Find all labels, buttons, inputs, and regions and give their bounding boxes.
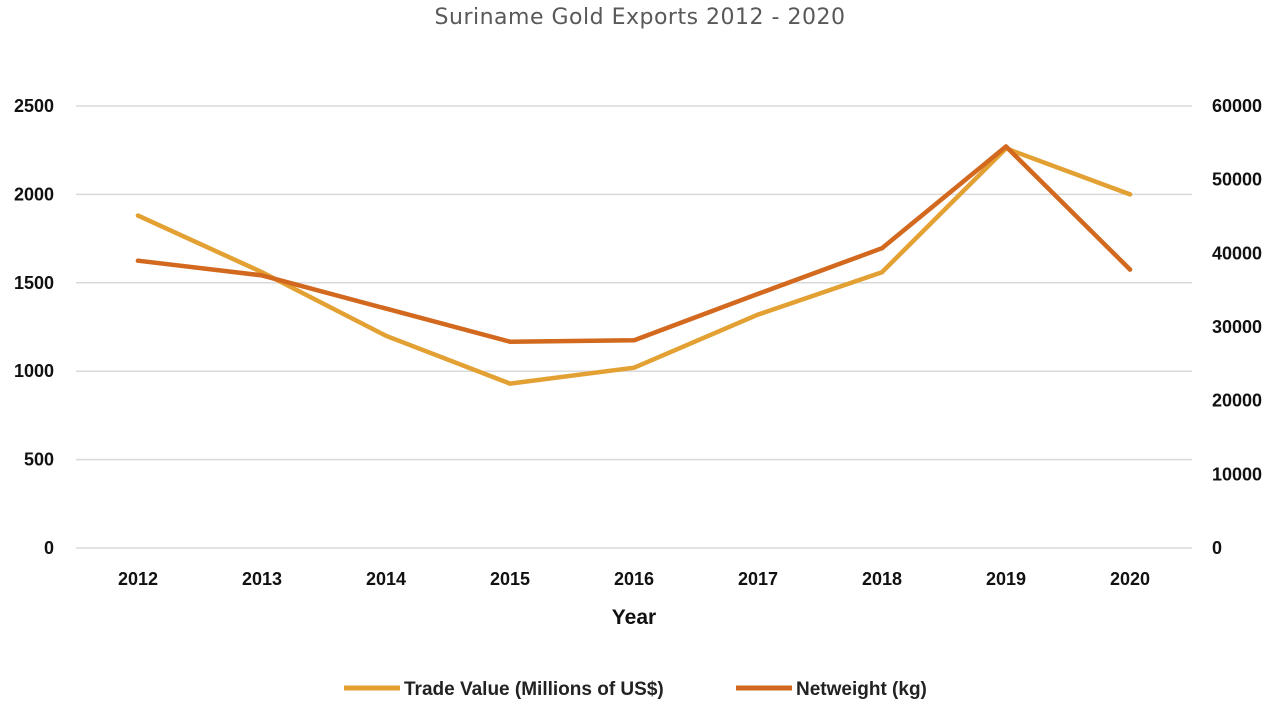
- x-tick-label: 2019: [986, 569, 1026, 589]
- x-tick-label: 2020: [1110, 569, 1150, 589]
- left-tick-label: 1000: [14, 361, 54, 381]
- right-tick-label: 50000: [1212, 170, 1262, 190]
- data-point: [1003, 144, 1009, 149]
- x-tick-label: 2018: [862, 569, 902, 589]
- series-line-1: [135, 146, 1133, 386]
- chart-title: Suriname Gold Exports 2012 - 2020: [435, 5, 846, 30]
- series: [135, 144, 1133, 386]
- x-axis-title: Year: [612, 606, 656, 629]
- x-tick-label: 2012: [118, 569, 158, 589]
- legend-label: Trade Value (Millions of US$): [404, 679, 664, 700]
- left-tick-label: 0: [44, 538, 54, 558]
- data-point: [879, 269, 885, 275]
- data-point: [755, 291, 761, 297]
- legend: Trade Value (Millions of US$) Netweight (…: [344, 679, 927, 700]
- left-tick-label: 2500: [14, 96, 54, 116]
- data-point: [383, 306, 389, 311]
- left-tick-label: 500: [24, 450, 54, 470]
- data-point: [1127, 267, 1133, 272]
- left-axis: 0 500 1000 1500 2000 2500: [14, 96, 54, 558]
- data-point: [755, 312, 761, 317]
- data-point: [507, 381, 513, 386]
- x-tick-label: 2013: [242, 569, 282, 589]
- x-tick-label: 2017: [738, 569, 778, 589]
- right-tick-label: 0: [1212, 538, 1222, 558]
- right-tick-label: 20000: [1212, 391, 1262, 411]
- x-axis: 2012 2013 2014 2015 2016 2017 2018 2019 2020: [118, 569, 1150, 589]
- left-tick-label: 1500: [14, 273, 54, 293]
- data-point: [1127, 192, 1133, 197]
- data-point: [507, 339, 513, 344]
- data-point: [631, 365, 637, 370]
- x-tick-label: 2015: [490, 569, 530, 589]
- data-point: [879, 245, 885, 251]
- right-tick-label: 10000: [1212, 464, 1262, 484]
- data-point: [631, 338, 637, 343]
- data-point: [259, 273, 265, 278]
- x-tick-label: 2016: [614, 569, 654, 589]
- data-point: [383, 333, 389, 339]
- left-tick-label: 2000: [14, 184, 54, 204]
- right-axis: 0 10000 20000 30000 40000 50000 60000: [1212, 96, 1262, 558]
- gridlines: [76, 105, 1192, 549]
- x-tick-label: 2014: [366, 569, 406, 589]
- right-tick-label: 60000: [1212, 96, 1262, 116]
- data-point: [135, 258, 141, 263]
- legend-label: Netweight (kg): [796, 679, 927, 700]
- right-tick-label: 40000: [1212, 243, 1262, 263]
- right-tick-label: 30000: [1212, 317, 1262, 337]
- data-point: [135, 213, 141, 218]
